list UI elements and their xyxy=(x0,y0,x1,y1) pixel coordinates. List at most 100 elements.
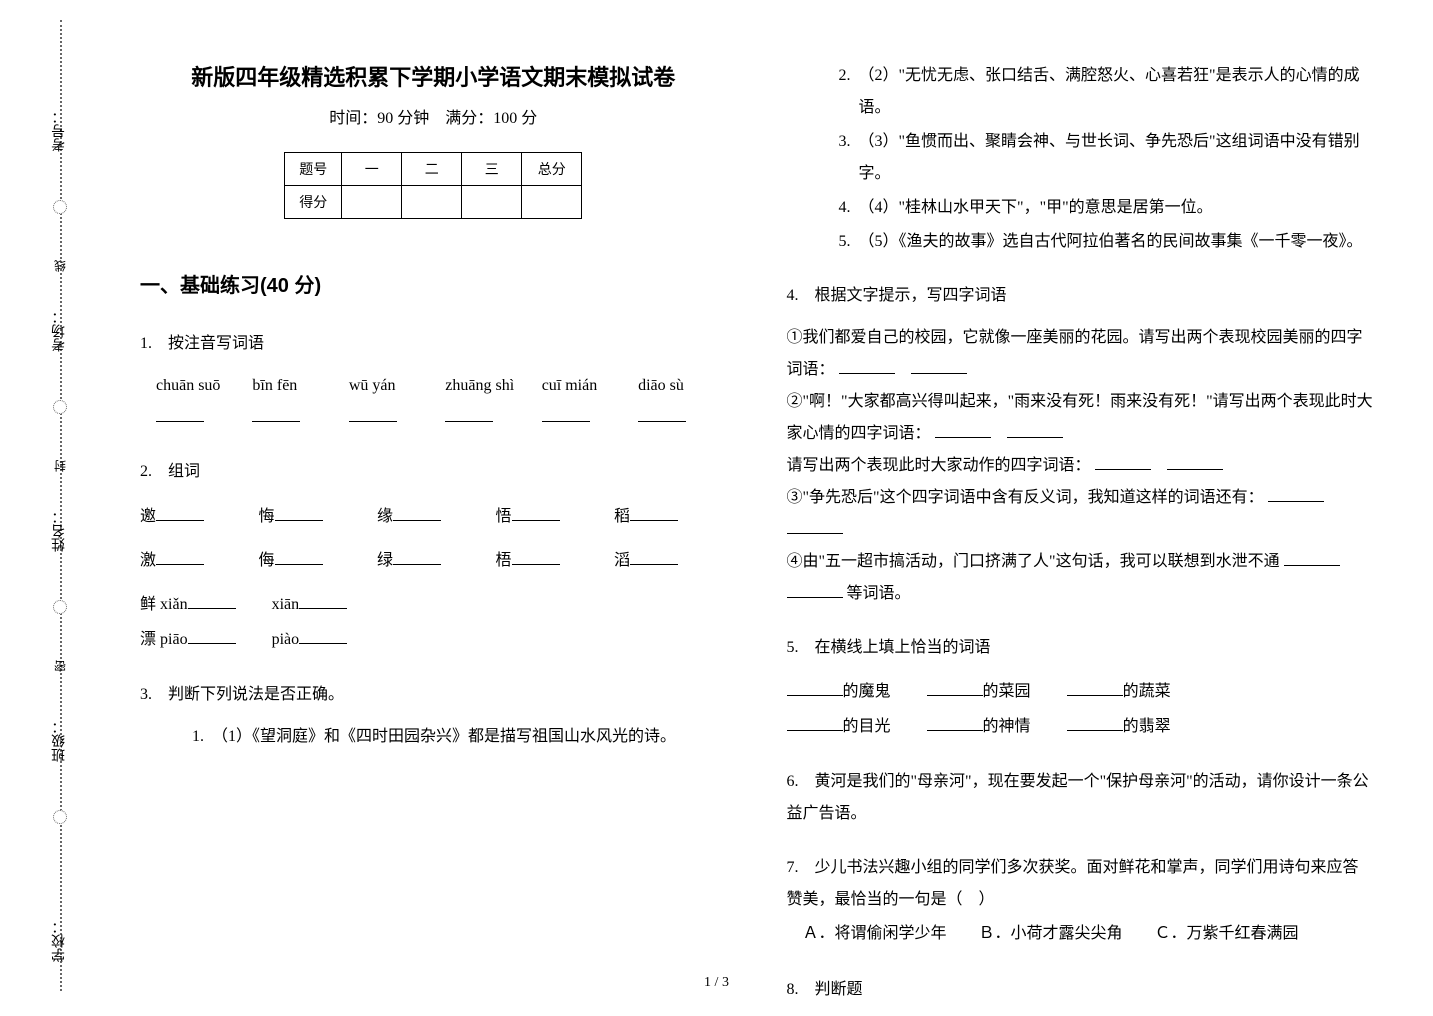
question-prompt: 7. 少儿书法兴趣小组的同学们多次获奖。面对鲜花和掌声，同学们用诗句来应答赞美，… xyxy=(787,852,1374,916)
write-blank[interactable] xyxy=(156,406,204,422)
zuci-cell: 梧 xyxy=(496,542,609,580)
q4-text: 请写出两个表现此时大家动作的四字词语： xyxy=(787,457,1091,474)
binding-circle xyxy=(53,600,67,614)
exam-title: 新版四年级精选积累下学期小学语文期末模拟试卷 xyxy=(140,60,727,92)
polyphone-row: 漂 piāo piào xyxy=(140,622,727,657)
write-blank[interactable] xyxy=(787,518,843,534)
fill-suffix: 的神情 xyxy=(983,718,1031,735)
table-cell xyxy=(342,186,402,219)
zuci-cell: 绿 xyxy=(377,542,490,580)
table-cell: 三 xyxy=(462,153,522,186)
zuci-cell: 悔 xyxy=(259,498,372,536)
write-blank[interactable] xyxy=(445,406,493,422)
zuci-grid: 邀 悔 缘 悟 稻 激 侮 绿 梧 滔 xyxy=(140,498,727,581)
sub-item-text: （2）"无忧无虑、张口结舌、满腔怒火、心喜若狂"是表示人的心情的成语。 xyxy=(859,60,1374,124)
zuci-char: 缘 xyxy=(377,508,393,525)
write-blank[interactable] xyxy=(299,628,347,644)
write-blank[interactable] xyxy=(1067,680,1123,696)
blank-cell xyxy=(252,402,340,434)
write-blank[interactable] xyxy=(1067,715,1123,731)
fill-row: 的魔鬼 的菜园 的蔬菜 xyxy=(787,674,1374,709)
binding-strip: 考号： 线 考场： 封 姓名： 密 班级： 学校： xyxy=(0,0,120,1011)
write-blank[interactable] xyxy=(1268,486,1324,502)
write-blank[interactable] xyxy=(393,505,441,521)
zuci-cell: 悟 xyxy=(496,498,609,536)
binding-circle xyxy=(53,400,67,414)
zuci-char: 绿 xyxy=(377,552,393,569)
blank-row xyxy=(140,402,727,434)
write-blank[interactable] xyxy=(1284,550,1340,566)
zuci-cell: 稻 xyxy=(614,498,727,536)
polyphone-pinyin: piāo xyxy=(160,631,188,648)
zuci-cell: 缘 xyxy=(377,498,490,536)
blank-cell xyxy=(542,402,630,434)
zuci-char: 稻 xyxy=(614,508,630,525)
write-blank[interactable] xyxy=(1167,454,1223,470)
blank-cell xyxy=(156,402,244,434)
fill-suffix: 的菜园 xyxy=(983,683,1031,700)
polyphone-pinyin: piào xyxy=(272,631,300,648)
polyphone-row: 鲜 xiǎn xiān xyxy=(140,587,727,622)
write-blank[interactable] xyxy=(542,406,590,422)
fill-suffix: 的蔬菜 xyxy=(1123,683,1171,700)
write-blank[interactable] xyxy=(935,422,991,438)
write-blank[interactable] xyxy=(156,505,204,521)
polyphone-char: 鲜 xyxy=(140,596,156,613)
question-4: 4. 根据文字提示，写四字词语 ①我们都爱自己的校园，它就像一座美丽的花园。请写… xyxy=(787,280,1374,610)
write-blank[interactable] xyxy=(630,549,678,565)
blank-cell xyxy=(638,402,726,434)
sub-item-number: 5. xyxy=(831,226,851,258)
write-blank[interactable] xyxy=(156,549,204,565)
write-blank[interactable] xyxy=(839,358,895,374)
write-blank[interactable] xyxy=(787,680,843,696)
exam-subtitle: 时间：90 分钟 满分：100 分 xyxy=(140,104,727,128)
write-blank[interactable] xyxy=(787,582,843,598)
q4-text: 等词语。 xyxy=(847,585,911,602)
binding-seal-char: 封 xyxy=(52,460,69,472)
write-blank[interactable] xyxy=(1007,422,1063,438)
zuci-cell: 滔 xyxy=(614,542,727,580)
fill-suffix: 的魔鬼 xyxy=(843,683,891,700)
q4-text: ④由"五一超市搞活动，门口挤满了人"这句话，我可以联想到水泄不通 xyxy=(787,553,1280,570)
q4-text: ③"争先恐后"这个四字词语中含有反义词，我知道这样的词语还有： xyxy=(787,489,1264,506)
table-cell xyxy=(522,186,582,219)
question-1: 1. 按注音写词语 chuān suō bīn fēn wū yán zhuān… xyxy=(140,328,727,434)
pinyin-row: chuān suō bīn fēn wū yán zhuāng shì cuī … xyxy=(140,370,727,402)
write-blank[interactable] xyxy=(349,406,397,422)
write-blank[interactable] xyxy=(911,358,967,374)
q4-body: ①我们都爱自己的校园，它就像一座美丽的花园。请写出两个表现校园美丽的四字词语： … xyxy=(787,322,1374,610)
write-blank[interactable] xyxy=(252,406,300,422)
right-column: 2. （2）"无忧无虑、张口结舌、满腔怒火、心喜若狂"是表示人的心情的成语。 3… xyxy=(777,60,1374,971)
sub-list-item: 5. （5）《渔夫的故事》选自古代阿拉伯著名的民间故事集《一千零一夜》。 xyxy=(831,226,1374,258)
write-blank[interactable] xyxy=(275,505,323,521)
write-blank[interactable] xyxy=(188,628,236,644)
question-prompt: 5. 在横线上填上恰当的词语 xyxy=(787,632,1374,664)
sub-list-item: 4. （4）"桂林山水甲天下"，"甲"的意思是居第一位。 xyxy=(831,192,1374,224)
write-blank[interactable] xyxy=(638,406,686,422)
fill-suffix: 的翡翠 xyxy=(1123,718,1171,735)
zuci-char: 梧 xyxy=(496,552,512,569)
zuci-char: 悔 xyxy=(259,508,275,525)
write-blank[interactable] xyxy=(787,715,843,731)
fill-suffix: 的目光 xyxy=(843,718,891,735)
table-cell: 一 xyxy=(342,153,402,186)
sub-item-number: 2. xyxy=(831,60,851,124)
question-7: 7. 少儿书法兴趣小组的同学们多次获奖。面对鲜花和掌声，同学们用诗句来应答赞美，… xyxy=(787,852,1374,951)
zuci-char: 邀 xyxy=(140,508,156,525)
write-blank[interactable] xyxy=(188,593,236,609)
write-blank[interactable] xyxy=(512,549,560,565)
write-blank[interactable] xyxy=(393,549,441,565)
table-cell xyxy=(402,186,462,219)
fill-row: 的目光 的神情 的翡翠 xyxy=(787,709,1374,744)
write-blank[interactable] xyxy=(512,505,560,521)
write-blank[interactable] xyxy=(275,549,323,565)
write-blank[interactable] xyxy=(299,593,347,609)
write-blank[interactable] xyxy=(927,680,983,696)
binding-seal-char: 线 xyxy=(52,260,69,272)
mc-options[interactable]: Ａ．将谓偷闲学少年 Ｂ．小荷才露尖尖角 Ｃ．万紫千红春满园 xyxy=(787,916,1374,951)
binding-label: 考场： xyxy=(50,310,70,352)
pinyin-cell: cuī mián xyxy=(542,370,630,402)
write-blank[interactable] xyxy=(927,715,983,731)
write-blank[interactable] xyxy=(630,505,678,521)
write-blank[interactable] xyxy=(1095,454,1151,470)
